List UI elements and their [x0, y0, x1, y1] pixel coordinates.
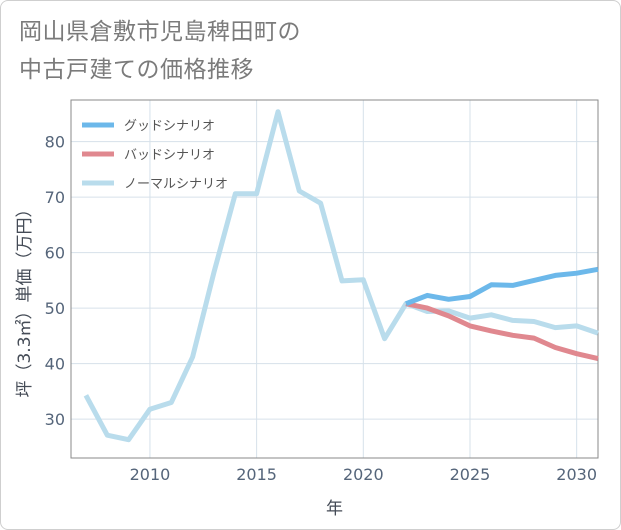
y-tick-label: 80	[45, 133, 65, 152]
x-tick-label: 2015	[236, 465, 277, 484]
chart-title: 岡山県倉敷市児島稗田町の 中古戸建ての価格推移	[19, 13, 301, 89]
legend-label-1: バッドシナリオ	[124, 148, 215, 163]
series-lines	[83, 109, 599, 443]
chart-title-line2: 中古戸建ての価格推移	[19, 57, 254, 83]
y-tick-label: 30	[45, 410, 65, 429]
legend-label-2: ノーマルシナリオ	[124, 177, 228, 192]
y-tick-label: 50	[45, 299, 65, 318]
tick-labels: 2010 2015 2020 2025 2030 30 40 50 60 70 80	[45, 133, 597, 484]
x-tick-label: 2025	[450, 465, 491, 484]
series-line-0	[405, 266, 599, 307]
y-tick-label: 70	[45, 188, 65, 207]
series-line-2	[83, 109, 599, 443]
x-tick-label: 2030	[556, 465, 597, 484]
chart-title-line1: 岡山県倉敷市児島稗田町の	[19, 19, 301, 45]
x-tick-label: 2010	[130, 465, 171, 484]
legend-label-0: グッドシナリオ	[124, 119, 215, 134]
y-tick-label: 60	[45, 244, 65, 263]
plot-area	[70, 99, 599, 459]
y-tick-label: 40	[45, 355, 65, 374]
x-axis-title: 年	[326, 499, 343, 519]
y-axis-title: 坪（3.3㎡）単価（万円）	[15, 200, 35, 397]
series-line-1	[405, 301, 599, 362]
x-tick-label: 2020	[343, 465, 384, 484]
